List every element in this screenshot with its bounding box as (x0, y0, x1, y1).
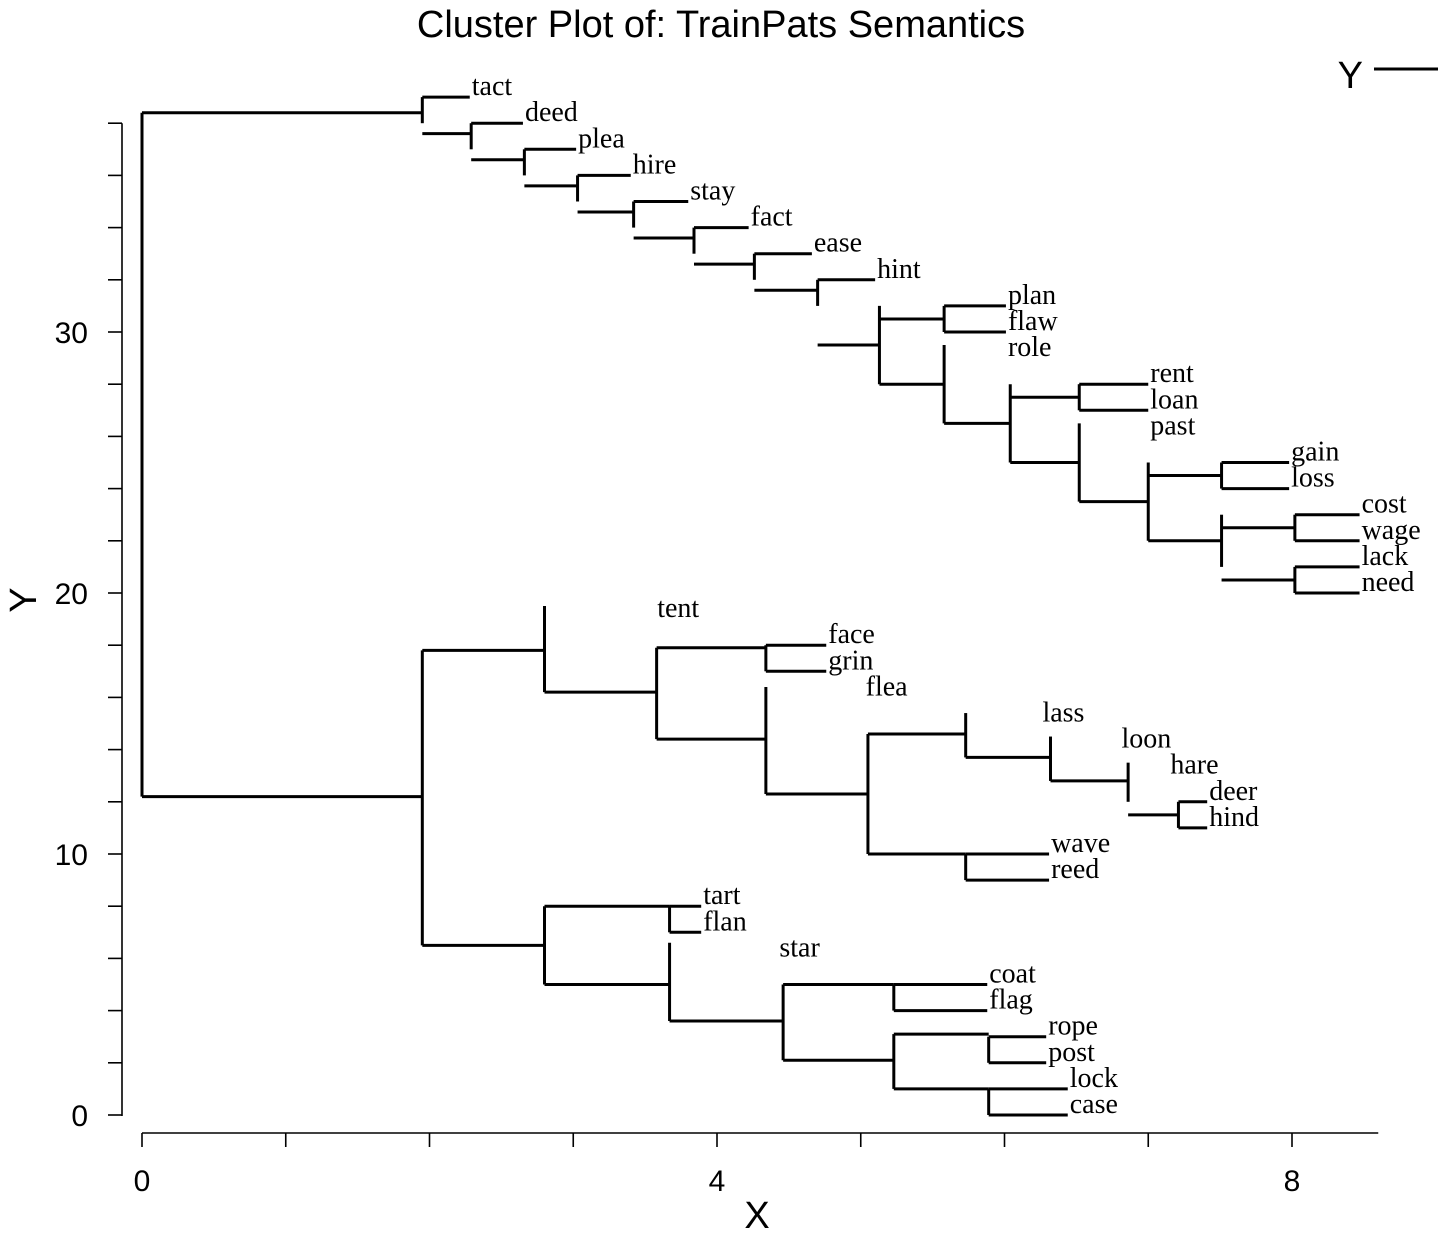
leaf-label: past (1150, 410, 1195, 441)
leaf-label: deed (525, 97, 578, 128)
leaf-label: lock (1070, 1063, 1118, 1094)
leaf-label: loss (1291, 463, 1335, 494)
legend-label: Y (1338, 55, 1363, 97)
leaf-label: tact (472, 71, 513, 102)
leaf-label: flea (866, 671, 909, 702)
x-tick-label: 8 (1284, 1165, 1301, 1198)
x-tick-label: 4 (709, 1165, 726, 1198)
leaf-label: flan (703, 906, 747, 937)
leaf-label: deer (1209, 776, 1258, 807)
leaf-label: loan (1150, 384, 1198, 415)
x-axis-label: X (744, 1195, 769, 1237)
x-tick-label: 0 (134, 1165, 151, 1198)
leaf-label: hind (1209, 802, 1259, 833)
leaf-label: gain (1291, 437, 1339, 468)
chart-title: Cluster Plot of: TrainPats Semantics (417, 4, 1025, 46)
leaf-label: tent (657, 593, 699, 624)
leaf-label: lass (1042, 698, 1084, 729)
leaf-label: lack (1362, 541, 1409, 572)
y-tick-label: 0 (71, 1100, 88, 1133)
y-tick-label: 30 (55, 317, 88, 350)
leaf-label: plea (578, 123, 625, 154)
leaf-label: role (1008, 332, 1052, 363)
leaf-label: fact (751, 202, 793, 233)
leaf-label: rent (1150, 358, 1194, 389)
leaf-label: plan (1008, 280, 1056, 311)
leaf-label: hare (1170, 750, 1218, 781)
leaf-label: grin (828, 645, 873, 676)
leaf-label: wave (1051, 828, 1110, 859)
leaf-label: need (1362, 567, 1415, 598)
leaf-label: hint (877, 254, 921, 285)
leaf-label: cost (1362, 489, 1407, 520)
dendrogram-branches (140, 95, 1360, 1117)
leaf-label: case (1070, 1089, 1118, 1120)
axes: 0 10 20 30 0 4 8 (55, 122, 1379, 1198)
leaf-label: reed (1051, 854, 1099, 885)
leaf-label: stay (690, 176, 735, 207)
y-tick-label: 20 (55, 578, 88, 611)
leaf-label: rope (1048, 1011, 1098, 1042)
leaf-label: post (1048, 1037, 1095, 1068)
leaf-label: ease (814, 228, 862, 259)
leaf-label: face (828, 619, 875, 650)
leaf-label: tart (703, 880, 741, 911)
leaf-label: wage (1362, 515, 1421, 546)
leaf-label: hire (633, 149, 677, 180)
leaf-label: loon (1122, 724, 1172, 755)
leaf-label: flag (989, 985, 1033, 1016)
legend: Y (1338, 55, 1438, 97)
leaf-label: star (779, 932, 820, 963)
leaf-label: flaw (1008, 306, 1059, 337)
y-tick-label: 10 (55, 839, 88, 872)
y-axis-label: Y (3, 587, 45, 612)
leaf-label: coat (989, 959, 1036, 990)
